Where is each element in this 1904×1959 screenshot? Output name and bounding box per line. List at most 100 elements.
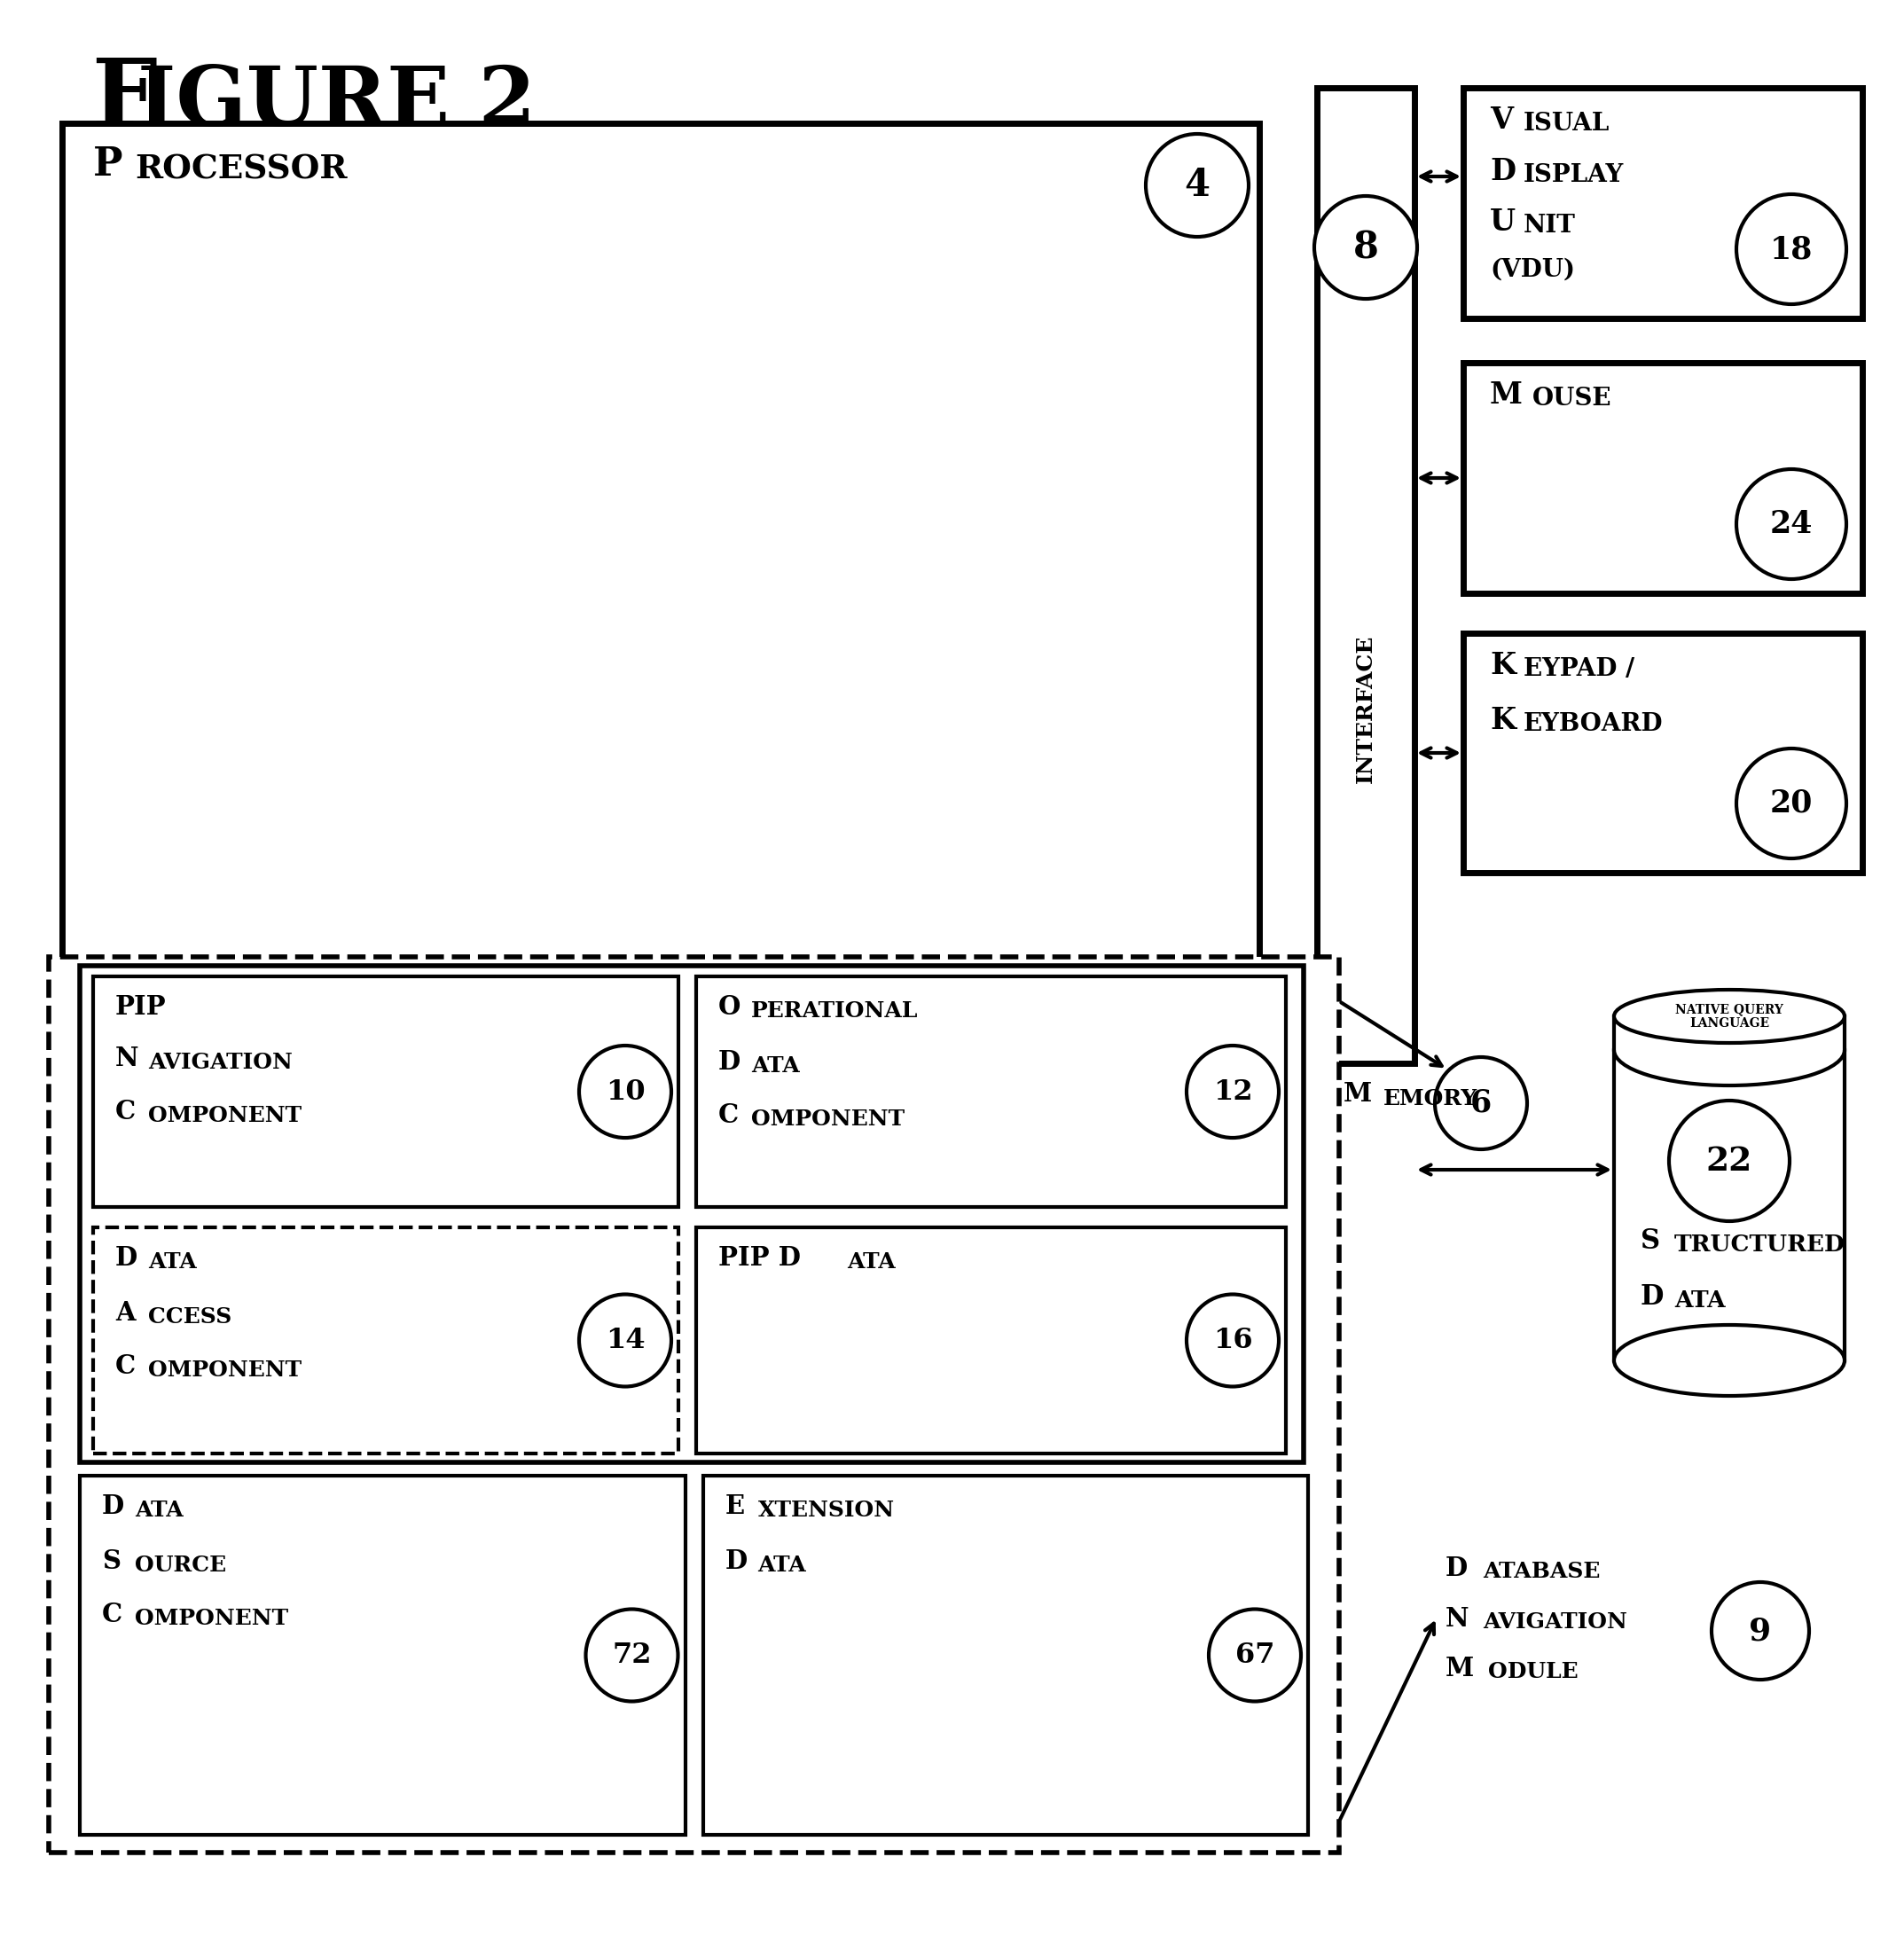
FancyBboxPatch shape: [1464, 88, 1862, 319]
Text: ATA: ATA: [752, 1056, 800, 1077]
Text: EYBOARD: EYBOARD: [1523, 713, 1664, 737]
Text: ATA: ATA: [847, 1252, 895, 1273]
Text: IGURE 2: IGURE 2: [137, 63, 535, 143]
Text: OMPONENT: OMPONENT: [149, 1105, 301, 1126]
Text: AVIGATION: AVIGATION: [149, 1052, 293, 1074]
Text: OUSE: OUSE: [1533, 386, 1613, 411]
Text: OMPONENT: OMPONENT: [135, 1608, 288, 1630]
Text: 22: 22: [1706, 1144, 1752, 1177]
Text: CCESS: CCESS: [149, 1307, 232, 1328]
Text: U: U: [1489, 208, 1516, 237]
Text: D: D: [116, 1246, 137, 1271]
FancyBboxPatch shape: [80, 966, 1304, 1461]
Text: PIP: PIP: [116, 993, 166, 1021]
Text: ATA: ATA: [1674, 1289, 1725, 1313]
Text: ATA: ATA: [758, 1555, 805, 1575]
Circle shape: [1186, 1046, 1279, 1138]
Text: INTERFACE: INTERFACE: [1356, 635, 1377, 784]
Text: M: M: [1344, 1081, 1373, 1107]
Text: (VDU): (VDU): [1489, 259, 1575, 282]
FancyBboxPatch shape: [1318, 88, 1415, 1064]
Text: OMPONENT: OMPONENT: [752, 1109, 904, 1130]
Circle shape: [1712, 1583, 1809, 1679]
Text: AVIGATION: AVIGATION: [1483, 1612, 1628, 1632]
Bar: [1615, 1050, 1845, 1360]
Text: K: K: [1489, 705, 1516, 735]
Circle shape: [1146, 133, 1249, 237]
Text: D: D: [1489, 157, 1516, 186]
FancyBboxPatch shape: [697, 1228, 1285, 1454]
Text: N: N: [116, 1046, 139, 1072]
Circle shape: [579, 1295, 672, 1387]
Text: 18: 18: [1771, 235, 1813, 264]
Text: 72: 72: [611, 1642, 651, 1669]
Text: S: S: [1641, 1228, 1660, 1256]
Text: A: A: [116, 1301, 135, 1326]
Text: F: F: [91, 55, 156, 145]
Circle shape: [1670, 1101, 1790, 1220]
FancyBboxPatch shape: [1464, 633, 1862, 872]
Text: NIT: NIT: [1523, 214, 1577, 237]
Text: NATIVE QUERY
LANGUAGE: NATIVE QUERY LANGUAGE: [1676, 1003, 1784, 1030]
Text: E: E: [725, 1493, 744, 1518]
Circle shape: [1314, 196, 1417, 300]
Circle shape: [579, 1046, 672, 1138]
Bar: [1615, 1017, 1845, 1050]
Circle shape: [586, 1608, 678, 1700]
Text: OMPONENT: OMPONENT: [149, 1360, 301, 1381]
Circle shape: [1736, 194, 1847, 304]
Text: XTENSION: XTENSION: [758, 1501, 895, 1520]
Text: K: K: [1489, 650, 1516, 680]
FancyBboxPatch shape: [93, 976, 678, 1207]
Text: 67: 67: [1236, 1642, 1274, 1669]
Text: 20: 20: [1771, 788, 1813, 819]
Text: M: M: [1489, 380, 1523, 409]
Text: V: V: [1489, 106, 1514, 135]
Text: 10: 10: [605, 1077, 645, 1105]
Text: ISUAL: ISUAL: [1523, 112, 1611, 135]
FancyBboxPatch shape: [50, 956, 1339, 1853]
Circle shape: [1436, 1058, 1527, 1150]
FancyBboxPatch shape: [63, 123, 1259, 966]
Text: ODULE: ODULE: [1489, 1661, 1578, 1683]
Text: C: C: [116, 1099, 135, 1124]
FancyBboxPatch shape: [80, 1475, 685, 1836]
Text: 8: 8: [1354, 229, 1378, 266]
Text: C: C: [103, 1602, 122, 1628]
Text: ISPLAY: ISPLAY: [1523, 163, 1624, 188]
Text: ATA: ATA: [149, 1252, 196, 1273]
Text: TRUCTURED: TRUCTURED: [1674, 1234, 1845, 1256]
Text: PERATIONAL: PERATIONAL: [752, 1001, 918, 1023]
Circle shape: [1736, 748, 1847, 858]
Text: S: S: [103, 1548, 120, 1575]
Text: 4: 4: [1184, 167, 1211, 204]
Text: C: C: [116, 1354, 135, 1379]
Circle shape: [1209, 1608, 1300, 1700]
Text: O: O: [718, 993, 741, 1021]
Text: PIP D: PIP D: [718, 1246, 802, 1271]
Text: D: D: [725, 1548, 748, 1575]
Text: ATA: ATA: [135, 1501, 183, 1520]
Text: ROCESSOR: ROCESSOR: [135, 153, 347, 186]
Text: 6: 6: [1470, 1087, 1491, 1119]
Text: 9: 9: [1750, 1616, 1771, 1646]
Text: D: D: [1445, 1555, 1468, 1581]
Text: D: D: [718, 1050, 741, 1075]
Text: OURCE: OURCE: [135, 1555, 227, 1575]
Text: D: D: [103, 1493, 124, 1518]
Text: 24: 24: [1771, 509, 1813, 539]
Text: D: D: [1641, 1283, 1664, 1311]
Ellipse shape: [1615, 989, 1845, 1042]
Ellipse shape: [1615, 1324, 1845, 1397]
Text: 16: 16: [1213, 1326, 1253, 1354]
FancyBboxPatch shape: [1464, 362, 1862, 594]
Circle shape: [1736, 468, 1847, 580]
Text: M: M: [1445, 1655, 1474, 1681]
Ellipse shape: [1615, 1015, 1845, 1085]
Text: EYPAD /: EYPAD /: [1523, 656, 1634, 682]
Text: ATABASE: ATABASE: [1483, 1561, 1599, 1583]
FancyBboxPatch shape: [697, 976, 1285, 1207]
Text: C: C: [718, 1103, 739, 1128]
Text: N: N: [1445, 1606, 1470, 1632]
Text: EMORY: EMORY: [1384, 1087, 1478, 1109]
